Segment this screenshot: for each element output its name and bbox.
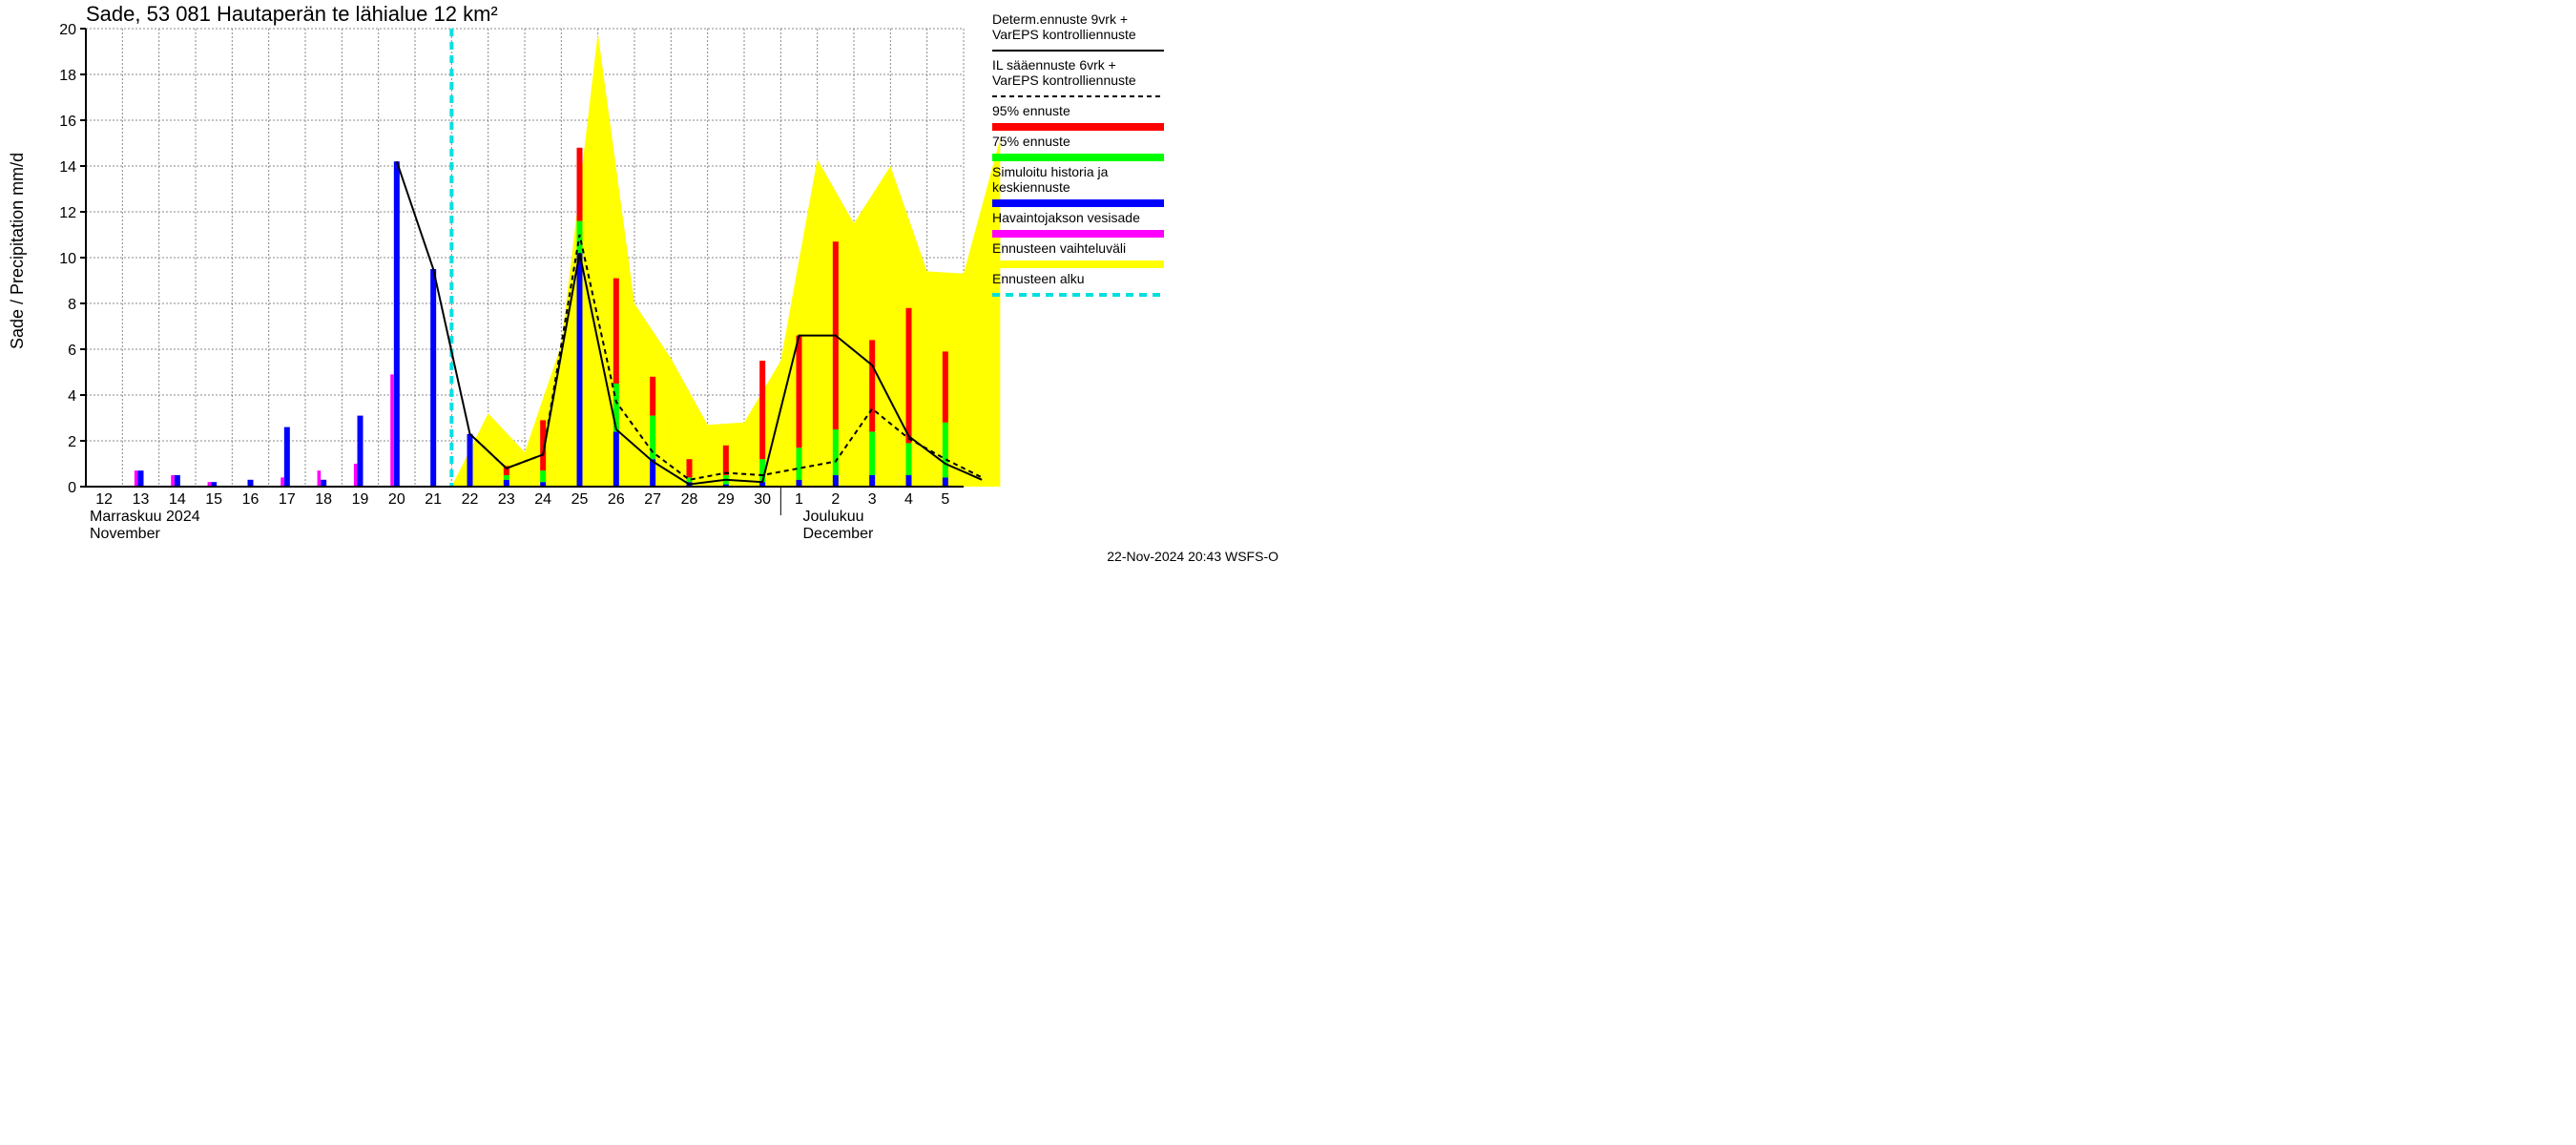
xtick-label: 20 bbox=[388, 491, 405, 508]
xtick-label: 18 bbox=[315, 491, 332, 508]
ytick-label: 20 bbox=[59, 22, 76, 38]
xtick-label: 22 bbox=[462, 491, 479, 508]
xtick-label: 2 bbox=[831, 491, 840, 508]
ytick-label: 16 bbox=[59, 114, 76, 130]
month-label: November bbox=[90, 526, 160, 542]
ytick-label: 8 bbox=[68, 297, 76, 313]
xtick-label: 4 bbox=[904, 491, 913, 508]
xtick-label: 30 bbox=[754, 491, 771, 508]
legend-label: Simuloitu historia ja bbox=[992, 164, 1109, 179]
legend-label: Ennusteen vaihteluväli bbox=[992, 240, 1126, 256]
xtick-label: 17 bbox=[279, 491, 296, 508]
xtick-label: 3 bbox=[868, 491, 877, 508]
xtick-label: 13 bbox=[133, 491, 150, 508]
xtick-label: 16 bbox=[242, 491, 260, 508]
xtick-label: 14 bbox=[169, 491, 186, 508]
xtick-label: 19 bbox=[352, 491, 369, 508]
xtick-label: 23 bbox=[498, 491, 515, 508]
legend-label: 75% ennuste bbox=[992, 134, 1070, 149]
xtick-label: 21 bbox=[425, 491, 442, 508]
legend-label: Havaintojakson vesisade bbox=[992, 210, 1140, 225]
chart-footer: 22-Nov-2024 20:43 WSFS-O bbox=[1107, 549, 1278, 564]
month-label: December bbox=[803, 526, 874, 542]
xtick-label: 25 bbox=[571, 491, 589, 508]
xtick-label: 26 bbox=[608, 491, 625, 508]
legend-label: Determ.ennuste 9vrk + bbox=[992, 11, 1128, 27]
ytick-label: 6 bbox=[68, 343, 76, 359]
ytick-label: 2 bbox=[68, 434, 76, 450]
xtick-label: 29 bbox=[717, 491, 735, 508]
xtick-label: 1 bbox=[795, 491, 803, 508]
y-axis-label: Sade / Precipitation mm/d bbox=[8, 153, 27, 349]
month-label: Joulukuu bbox=[803, 509, 864, 525]
month-label: Marraskuu 2024 bbox=[90, 509, 200, 525]
ytick-label: 12 bbox=[59, 205, 76, 221]
ytick-label: 4 bbox=[68, 388, 76, 405]
xtick-label: 27 bbox=[644, 491, 661, 508]
legend-label: Ennusteen alku bbox=[992, 271, 1085, 286]
ytick-label: 0 bbox=[68, 480, 76, 496]
legend-label: VarEPS kontrolliennuste bbox=[992, 73, 1136, 88]
xtick-label: 28 bbox=[681, 491, 698, 508]
legend-label: VarEPS kontrolliennuste bbox=[992, 27, 1136, 42]
ytick-label: 14 bbox=[59, 159, 76, 176]
chart-title: Sade, 53 081 Hautaperän te lähialue 12 k… bbox=[86, 2, 498, 26]
legend-label: 95% ennuste bbox=[992, 103, 1070, 118]
legend-label: keskiennuste bbox=[992, 179, 1070, 195]
xtick-label: 24 bbox=[534, 491, 551, 508]
legend-label: IL sääennuste 6vrk + bbox=[992, 57, 1116, 73]
ytick-label: 10 bbox=[59, 251, 76, 267]
xtick-label: 15 bbox=[205, 491, 222, 508]
xtick-label: 5 bbox=[941, 491, 949, 508]
precipitation-chart: 0246810121416182012131415161718192021222… bbox=[0, 0, 1288, 572]
xtick-label: 12 bbox=[95, 491, 113, 508]
chart-container: 0246810121416182012131415161718192021222… bbox=[0, 0, 1288, 572]
ytick-label: 18 bbox=[59, 68, 76, 84]
